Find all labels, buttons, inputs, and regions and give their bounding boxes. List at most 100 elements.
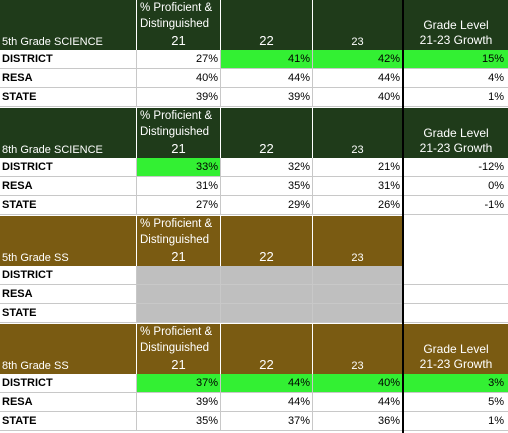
value-23[interactable]: 36%: [377, 415, 400, 427]
value-22[interactable]: [221, 266, 313, 284]
value-21[interactable]: [137, 304, 221, 322]
value-23[interactable]: 44%: [377, 72, 400, 84]
value-growth[interactable]: 1%: [488, 415, 504, 427]
value-23[interactable]: [313, 285, 402, 303]
value-23[interactable]: [313, 266, 402, 284]
value-22[interactable]: 44%: [221, 393, 313, 411]
header-cell-23[interactable]: 23: [313, 324, 402, 374]
value-21[interactable]: 35%: [137, 412, 221, 430]
value-23[interactable]: 21%: [377, 161, 400, 173]
header-cell-22[interactable]: 22: [221, 324, 313, 374]
value-23[interactable]: 31%: [377, 180, 400, 192]
section-header-label-cell[interactable]: 5th Grade SCIENCE: [0, 0, 137, 50]
table-row: DISTRICT 27% 41% 42% 15%: [0, 50, 508, 69]
value-23[interactable]: [313, 304, 402, 322]
table-row: DISTRICT 37% 44% 40% 3%: [0, 374, 508, 393]
pct-label: % Proficient & Distinguished: [140, 324, 212, 356]
row-label[interactable]: RESA: [0, 177, 137, 195]
value-21[interactable]: [137, 285, 221, 303]
row-label[interactable]: STATE: [0, 196, 137, 214]
header-cell-21[interactable]: % Proficient & Distinguished 21: [137, 324, 221, 374]
value-growth[interactable]: 3%: [404, 374, 508, 392]
value-23[interactable]: 44%: [377, 396, 400, 408]
section-title: 8th Grade SS: [2, 360, 69, 372]
header-cell-21[interactable]: % Proficient & Distinguished 21: [137, 108, 221, 158]
value-22[interactable]: 37%: [221, 412, 313, 430]
value-21[interactable]: 27%: [137, 196, 221, 214]
growth-label-line2: 21-23 Growth: [419, 141, 493, 155]
value-growth[interactable]: 0%: [488, 180, 504, 192]
value-21[interactable]: 33%: [137, 158, 221, 176]
header-cell-growth[interactable]: Grade Level 21-23 Growth: [404, 0, 508, 50]
pct-label: % Proficient & Distinguished: [140, 108, 212, 140]
pct-label: % Proficient & Distinguished: [140, 216, 212, 248]
row-label[interactable]: RESA: [0, 69, 137, 87]
year-21-label: 21: [171, 141, 186, 156]
value-22[interactable]: [221, 304, 313, 322]
header-cell-growth[interactable]: Grade Level 21-23 Growth: [404, 108, 508, 158]
row-label[interactable]: DISTRICT: [0, 266, 137, 284]
value-growth[interactable]: [404, 266, 508, 284]
growth-label-line2: 21-23 Growth: [419, 33, 493, 47]
value-21[interactable]: 39%: [137, 88, 221, 106]
table-row: RESA 40% 44% 44% 4%: [0, 69, 508, 88]
row-label[interactable]: DISTRICT: [0, 50, 137, 68]
value-22[interactable]: 41%: [221, 50, 313, 68]
row-label[interactable]: STATE: [0, 412, 137, 430]
value-growth[interactable]: [404, 285, 508, 303]
value-growth[interactable]: 15%: [404, 50, 508, 68]
value-22[interactable]: 44%: [221, 69, 313, 87]
value-22[interactable]: 44%: [221, 374, 313, 392]
value-21[interactable]: 37%: [137, 374, 221, 392]
header-cell-21[interactable]: % Proficient & Distinguished 21: [137, 216, 221, 266]
value-growth[interactable]: [404, 304, 508, 322]
row-label[interactable]: STATE: [0, 88, 137, 106]
row-label[interactable]: DISTRICT: [0, 158, 137, 176]
year-21-label: 21: [171, 249, 186, 264]
section-title: 8th Grade SCIENCE: [2, 144, 103, 156]
section-header-label-cell[interactable]: 8th Grade SS: [0, 324, 137, 374]
value-23[interactable]: 26%: [377, 199, 400, 211]
section-header-label-cell[interactable]: 8th Grade SCIENCE: [0, 108, 137, 158]
header-cell-growth-empty[interactable]: [404, 216, 508, 266]
value-21[interactable]: 31%: [137, 177, 221, 195]
value-21[interactable]: 40%: [137, 69, 221, 87]
header-cell-22[interactable]: 22: [221, 0, 313, 50]
header-cell-22[interactable]: 22: [221, 108, 313, 158]
value-21[interactable]: [137, 266, 221, 284]
value-23[interactable]: 40%: [377, 91, 400, 103]
row-label[interactable]: DISTRICT: [0, 374, 137, 392]
year-21-label: 21: [171, 33, 186, 48]
row-label[interactable]: RESA: [0, 393, 137, 411]
pct-label-line2: Distinguished: [140, 342, 210, 354]
growth-label-line1: Grade Level: [423, 126, 489, 140]
value-22[interactable]: 39%: [221, 88, 313, 106]
header-cell-22[interactable]: 22: [221, 216, 313, 266]
value-21[interactable]: 27%: [137, 50, 221, 68]
table-row: STATE 39% 39% 40% 1%: [0, 88, 508, 107]
row-label[interactable]: STATE: [0, 304, 137, 322]
value-23[interactable]: 40%: [313, 374, 402, 392]
value-growth[interactable]: -1%: [484, 199, 504, 211]
value-22[interactable]: 32%: [221, 158, 313, 176]
table-row: RESA 31% 35% 31% 0%: [0, 177, 508, 196]
header-cell-23[interactable]: 23: [313, 108, 402, 158]
section-header-label-cell[interactable]: 5th Grade SS: [0, 216, 137, 266]
growth-label-line2: 21-23 Growth: [419, 357, 493, 371]
value-21[interactable]: 39%: [137, 393, 221, 411]
header-cell-growth[interactable]: Grade Level 21-23 Growth: [404, 324, 508, 374]
value-growth[interactable]: -12%: [478, 161, 504, 173]
value-growth[interactable]: 4%: [488, 72, 504, 84]
row-label[interactable]: RESA: [0, 285, 137, 303]
value-growth[interactable]: 1%: [488, 91, 504, 103]
value-growth[interactable]: 5%: [488, 396, 504, 408]
header-cell-21[interactable]: % Proficient & Distinguished 21: [137, 0, 221, 50]
value-23[interactable]: 42%: [313, 50, 402, 68]
header-cell-23[interactable]: 23: [313, 216, 402, 266]
header-cell-23[interactable]: 23: [313, 0, 402, 50]
value-22[interactable]: 35%: [221, 177, 313, 195]
value-22[interactable]: [221, 285, 313, 303]
value-22[interactable]: 29%: [221, 196, 313, 214]
year-23-label: 23: [351, 36, 364, 48]
